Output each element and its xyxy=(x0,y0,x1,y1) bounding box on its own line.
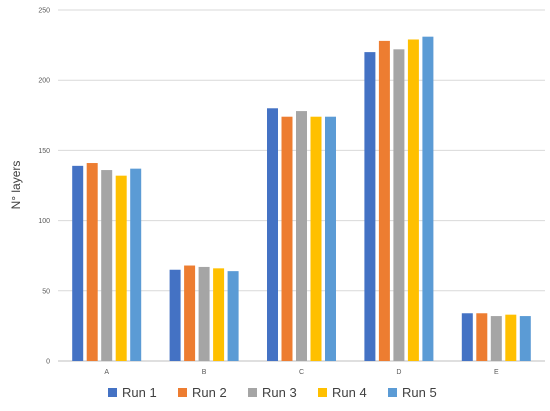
legend: Run 1 Run 2 Run 3 Run 4 Run 5 xyxy=(108,385,437,400)
y-tick-label: 50 xyxy=(42,288,50,295)
x-axis-ticks: A B C D E xyxy=(104,369,499,376)
bar-e-run-4 xyxy=(505,314,517,361)
bar-d-run-5 xyxy=(422,36,434,362)
legend-swatch xyxy=(178,388,187,397)
y-tick-label: 100 xyxy=(38,218,50,225)
bar-c-run-5 xyxy=(325,116,336,361)
legend-swatch xyxy=(388,388,397,397)
bar-a-run-5 xyxy=(130,168,142,361)
x-tick-label: E xyxy=(494,369,499,376)
bar-b-run-3 xyxy=(198,266,210,361)
x-tick-label: D xyxy=(396,369,401,376)
legend-swatch xyxy=(248,388,257,397)
bar-e-run-2 xyxy=(476,313,488,361)
bar-e-run-5 xyxy=(519,316,531,361)
bar-b-run-1 xyxy=(169,269,181,361)
bar-d-run-3 xyxy=(393,49,405,361)
legend-swatch xyxy=(108,388,117,397)
x-tick-label: B xyxy=(202,369,207,376)
y-tick-label: 150 xyxy=(38,148,50,155)
y-tick-label: 200 xyxy=(38,78,50,85)
bar-e-run-1 xyxy=(461,313,473,361)
legend-label: Run 2 xyxy=(192,385,227,400)
bar-e-run-3 xyxy=(490,316,502,361)
y-axis-label: N° layers xyxy=(9,161,23,210)
bars xyxy=(72,36,531,362)
bar-c-run-3 xyxy=(296,111,307,361)
bar-a-run-3 xyxy=(101,170,113,361)
bar-b-run-2 xyxy=(184,265,196,361)
y-tick-label: 0 xyxy=(46,359,50,366)
bar-c-run-2 xyxy=(281,116,293,361)
bar-a-run-2 xyxy=(86,163,98,361)
y-axis-ticks: 0 50 100 150 200 250 xyxy=(38,8,50,366)
x-tick-label: A xyxy=(104,369,109,376)
legend-swatch xyxy=(318,388,327,397)
bar-a-run-1 xyxy=(72,165,84,361)
legend-label: Run 1 xyxy=(122,385,157,400)
legend-label: Run 4 xyxy=(332,385,367,400)
x-tick-label: C xyxy=(299,369,304,376)
legend-label: Run 3 xyxy=(262,385,297,400)
bar-c-run-4 xyxy=(310,116,322,361)
bar-b-run-4 xyxy=(213,268,225,361)
bar-b-run-5 xyxy=(227,271,239,361)
bar-a-run-4 xyxy=(115,175,127,361)
y-tick-label: 250 xyxy=(38,8,50,15)
bar-d-run-4 xyxy=(407,39,419,361)
bar-c-run-1 xyxy=(267,108,278,361)
bar-d-run-1 xyxy=(364,52,376,362)
bar-d-run-2 xyxy=(378,40,390,361)
legend-label: Run 5 xyxy=(402,385,437,400)
